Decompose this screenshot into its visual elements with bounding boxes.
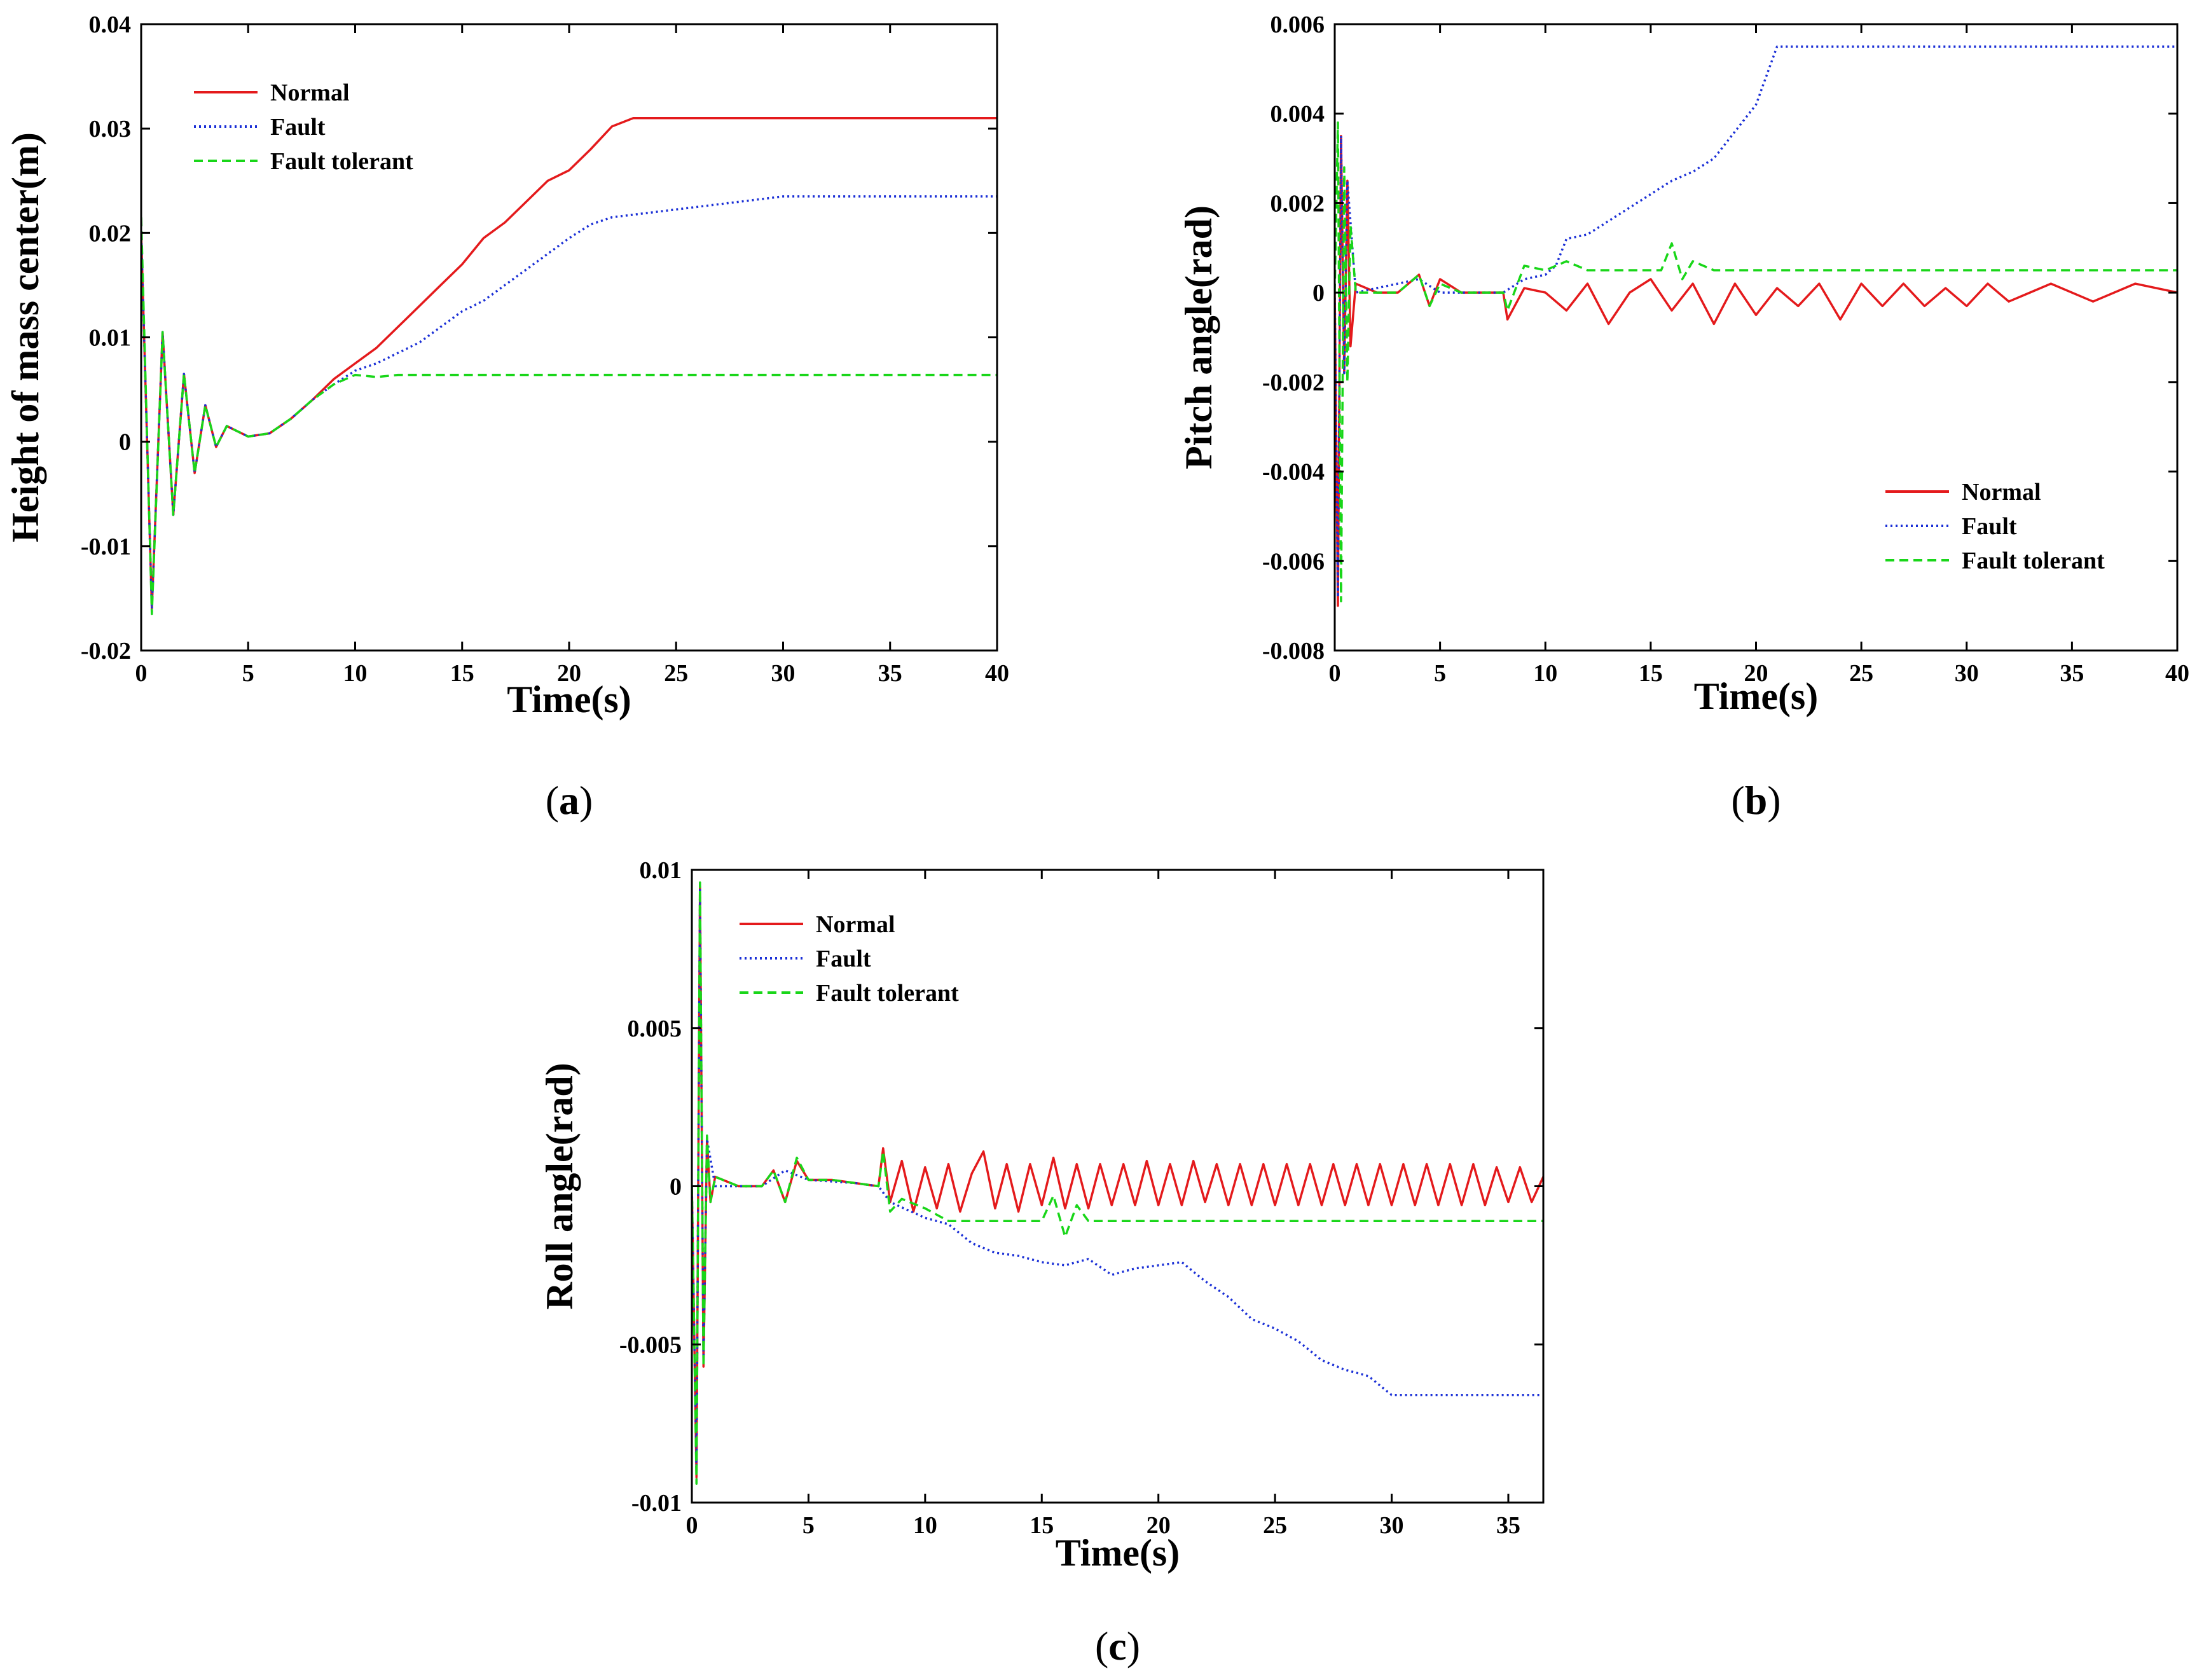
legend-label: Fault [270, 114, 326, 141]
y-axis-label: Roll angle(rad) [539, 1063, 581, 1309]
panel-caption: (c) [1095, 1623, 1140, 1669]
x-tick-label: 25 [1849, 660, 1873, 687]
legend-label: Fault [1962, 513, 2017, 540]
panel-b-pitch-angle: 0 5 10 15 20 25 30 35 40 -0.008 -0.006 -0.004 -0.002… [1178, 11, 2189, 823]
y-tick-label: -0.004 [1262, 459, 1325, 486]
y-tick-label: 0 [1312, 280, 1325, 306]
legend-label: Fault [816, 946, 871, 972]
x-tick-label: 25 [664, 660, 688, 687]
y-tick-label: 0 [119, 429, 131, 456]
y-tick-label: -0.002 [1262, 369, 1325, 396]
x-tick-label: 20 [557, 660, 581, 687]
series-line-normal [1335, 135, 2177, 607]
y-axis-label: Pitch angle(rad) [1178, 205, 1220, 469]
legend-label: Normal [1962, 479, 2041, 506]
y-tick-label: 0.004 [1271, 101, 1325, 128]
legend: Normal Fault Fault tolerant [1885, 479, 2105, 574]
x-tick-label: 5 [242, 660, 254, 687]
x-tick-label: 20 [1744, 660, 1768, 687]
x-tick-label: 0 [686, 1512, 698, 1539]
x-tick-label: 0 [135, 660, 148, 687]
panel-a-height-of-mass-center: 0 5 10 15 20 25 30 35 40 -0.02 -0.01 0 0.01 0.02 0.03 0… [4, 11, 1009, 823]
x-tick-label: 40 [2165, 660, 2189, 687]
y-tick-label: -0.005 [619, 1332, 682, 1358]
legend: Normal Fault Fault tolerant [740, 911, 959, 1007]
legend-label: Fault tolerant [816, 980, 959, 1007]
legend-label: Fault tolerant [1962, 547, 2105, 574]
series-group [1335, 45, 2177, 607]
x-axis-label: Time(s) [1056, 1532, 1180, 1574]
y-tick-label: 0.01 [89, 325, 132, 352]
x-axis-label: Time(s) [507, 678, 631, 720]
panel-c-roll-angle: 0 5 10 15 20 25 30 35 -0.01 -0.005 0 0.005 0.01 Time(… [539, 857, 1545, 1669]
y-tick-label: -0.01 [81, 534, 131, 560]
x-tick-label: 10 [913, 1512, 937, 1539]
series-line-fault [1335, 45, 2177, 598]
y-tick-label: -0.01 [631, 1490, 682, 1517]
series-line-fault-tolerant [692, 881, 1543, 1485]
series-line-fault [692, 888, 1543, 1473]
y-tick-label: 0.002 [1271, 190, 1325, 217]
x-tick-label: 15 [450, 660, 474, 687]
x-tick-label: 5 [802, 1512, 815, 1539]
y-tick-label: 0.02 [89, 220, 132, 247]
y-tick-label: 0 [670, 1174, 682, 1201]
x-tick-label: 10 [1533, 660, 1557, 687]
x-tick-label: 20 [1147, 1512, 1171, 1539]
legend-label: Fault tolerant [270, 148, 413, 175]
series-line-fault-tolerant [141, 217, 997, 616]
series-line-fault [141, 195, 997, 610]
panel-caption: (b) [1731, 778, 1780, 823]
x-axis-label: Time(s) [1694, 675, 1819, 717]
y-tick-label: 0.01 [640, 857, 682, 884]
x-tick-label: 40 [985, 660, 1009, 687]
y-axis-label: Height of mass center(m) [4, 132, 46, 542]
y-tick-label: -0.008 [1262, 638, 1325, 664]
x-tick-label: 0 [1329, 660, 1341, 687]
x-tick-label: 30 [1380, 1512, 1404, 1539]
x-tick-label: 10 [343, 660, 368, 687]
series-group [141, 116, 997, 616]
series-line-fault-tolerant [1335, 121, 2177, 603]
y-tick-label: -0.02 [81, 638, 131, 664]
x-tick-label: 30 [771, 660, 796, 687]
legend-label: Normal [816, 911, 895, 938]
x-tick-label: 30 [1955, 660, 1979, 687]
series-group [692, 881, 1543, 1485]
x-tick-label: 15 [1639, 660, 1663, 687]
x-tick-label: 25 [1263, 1512, 1287, 1539]
x-tick-label: 5 [1434, 660, 1446, 687]
x-tick-label: 35 [1496, 1512, 1520, 1539]
legend: Normal Fault Fault tolerant [194, 79, 413, 175]
x-tick-label: 15 [1030, 1512, 1054, 1539]
x-tick-label: 35 [878, 660, 902, 687]
y-tick-label: 0.04 [89, 11, 132, 38]
y-tick-label: -0.006 [1262, 548, 1325, 575]
y-tick-label: 0.03 [89, 116, 132, 142]
series-line-normal [692, 885, 1543, 1478]
panel-caption: (a) [546, 778, 593, 823]
legend-label: Normal [270, 79, 350, 106]
y-tick-label: 0.006 [1271, 11, 1325, 38]
x-tick-label: 35 [2060, 660, 2084, 687]
y-tick-label: 0.005 [628, 1016, 682, 1042]
series-line-normal [141, 116, 997, 610]
